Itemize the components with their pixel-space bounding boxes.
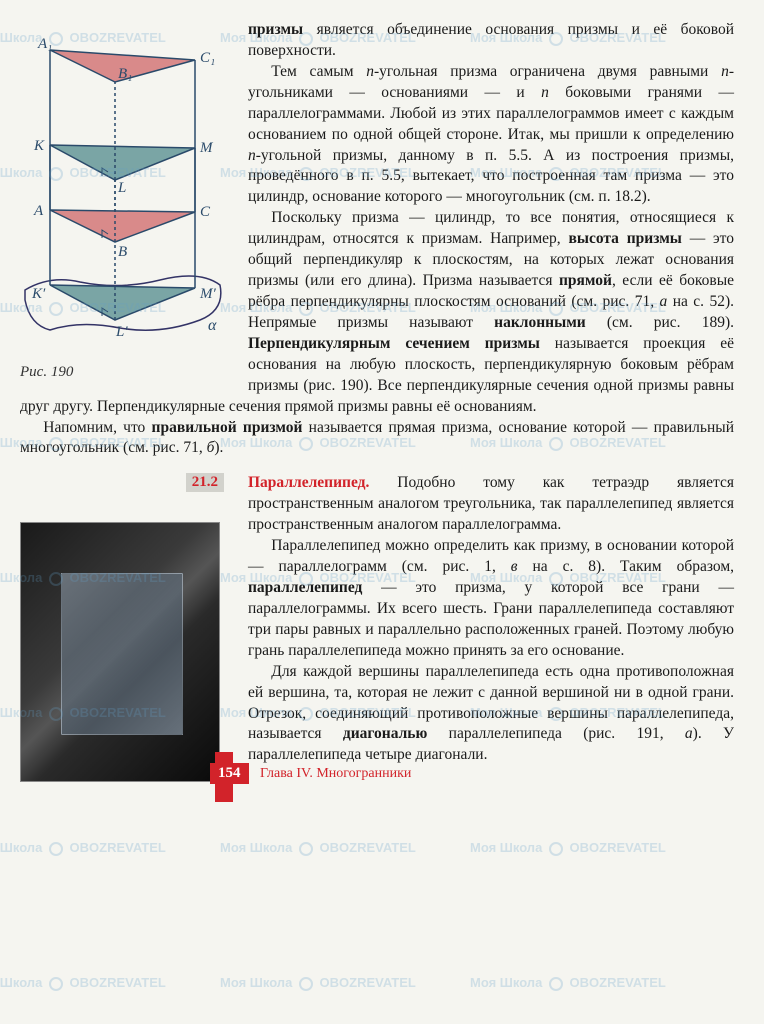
watermark: Моя Школа OBOZREVATEL (0, 840, 166, 856)
paragraph-4: Напомним, что правильной призмой называе… (20, 418, 734, 460)
watermark: Моя Школа OBOZREVATEL (0, 975, 166, 991)
section-21-2: 21.2 Параллелепипед. Подобно тому как те… (20, 473, 734, 782)
textbook-page: A₁ B₁ C₁ K L M A B C K′ L′ M′ α Рис. 190… (0, 0, 764, 802)
page-number: 154 (210, 763, 249, 784)
label-L: L (117, 180, 126, 196)
watermark: Моя Школа OBOZREVATEL (470, 840, 666, 856)
section-title: Параллелепипед. (248, 474, 369, 491)
label-C: C (200, 204, 211, 220)
label-L2: L′ (115, 324, 128, 340)
left-column: A₁ B₁ C₁ K L M A B C K′ L′ M′ α Рис. 190 (20, 20, 230, 381)
label-M: M (199, 140, 214, 156)
label-B1: B₁ (118, 66, 132, 82)
label-alpha: α (208, 317, 217, 334)
term-diagonal: диагональю (343, 725, 427, 742)
label-K: K (33, 138, 45, 154)
term-oblique: наклонными (494, 314, 586, 331)
term-regular-prism: правильной призмой (152, 419, 303, 436)
section-number: 21.2 (186, 473, 224, 492)
label-M2: M′ (199, 286, 216, 302)
left-column-lower: 21.2 (20, 473, 230, 782)
label-A1: A₁ (37, 36, 52, 52)
term-height: высота призмы (568, 230, 681, 247)
watermark: Моя Школа OBOZREVATEL (220, 975, 416, 991)
term-parallelepiped: параллелепипед (248, 579, 362, 596)
term-right-prism: прямой (559, 272, 612, 289)
label-A: A (33, 203, 44, 219)
figure-190: A₁ B₁ C₁ K L M A B C K′ L′ M′ α (20, 20, 230, 360)
watermark: Моя Школа OBOZREVATEL (470, 975, 666, 991)
term-prism: призмы (248, 21, 303, 38)
page-footer: 154 Глава IV. Многогранники (210, 763, 411, 784)
term-perp-section: Перпендикулярным сечением призмы (248, 335, 540, 352)
parallelepiped-photo (20, 522, 220, 782)
label-K2: K′ (31, 286, 46, 302)
chapter-label: Глава IV. Многогранники (260, 766, 411, 781)
label-B: B (118, 244, 127, 260)
label-C1: C₁ (200, 50, 215, 66)
figure-caption: Рис. 190 (20, 364, 230, 381)
watermark: Моя Школа OBOZREVATEL (220, 840, 416, 856)
